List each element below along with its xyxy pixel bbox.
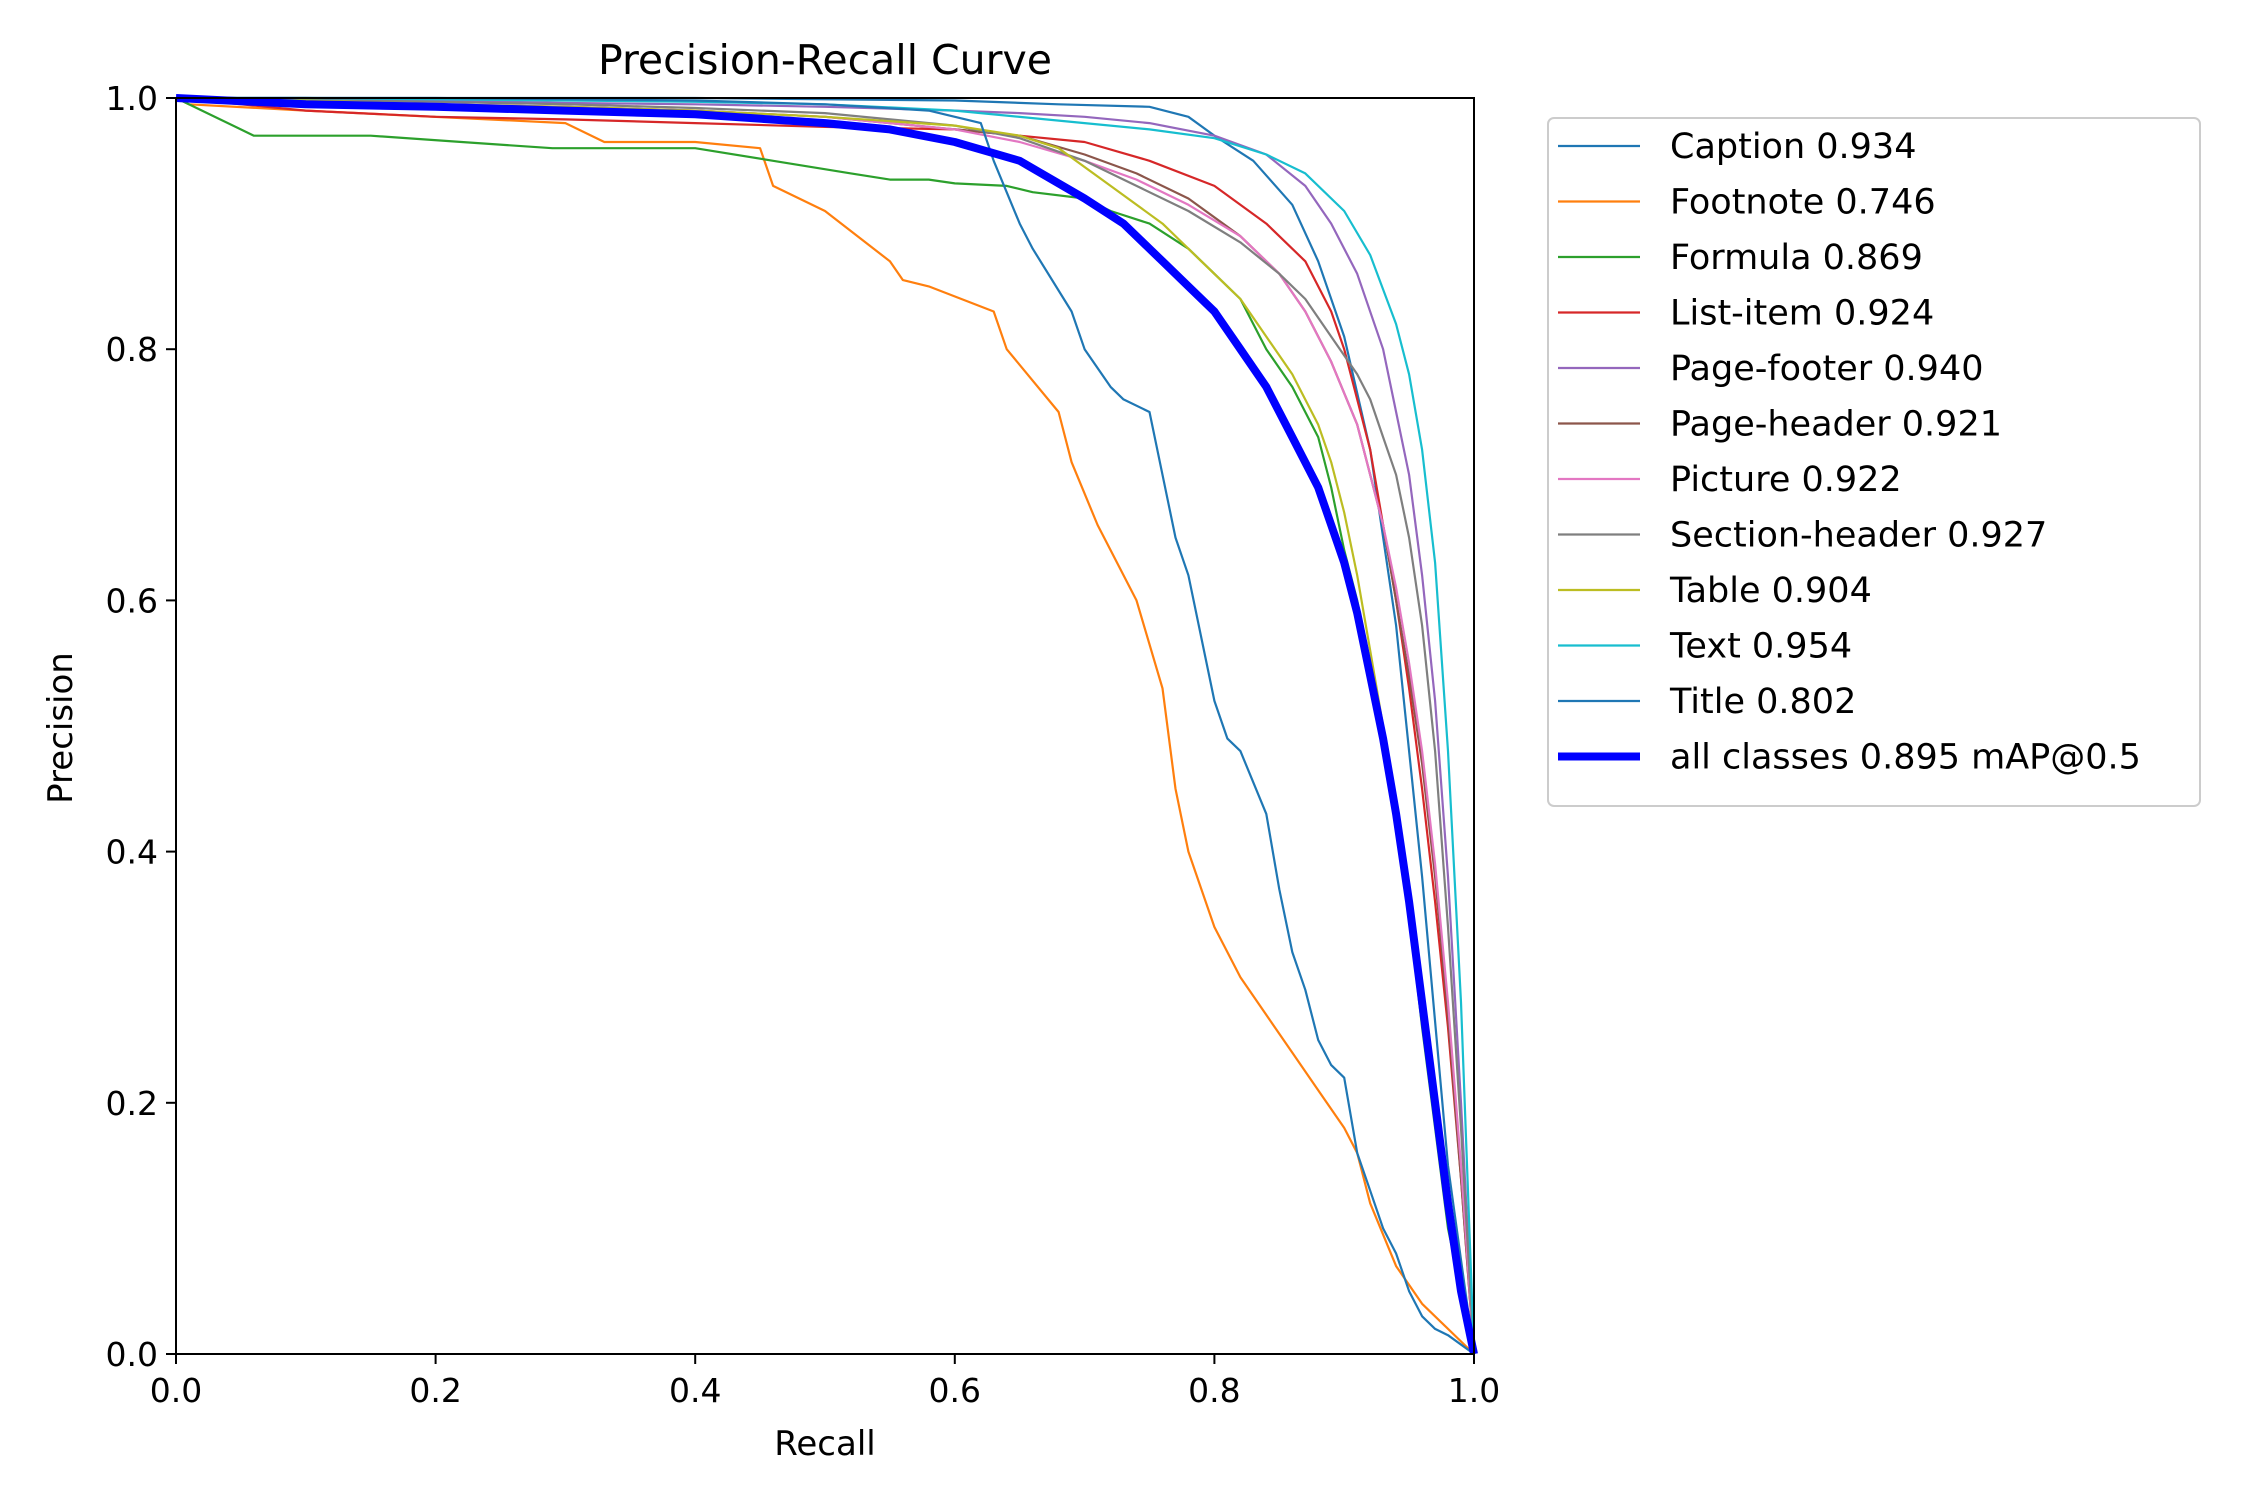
legend-entry-label: Caption 0.934 <box>1670 127 1916 167</box>
y-tick-label: 0.0 <box>106 1335 158 1374</box>
series-line-11 <box>175 94 1478 1355</box>
legend-entry-label: Picture 0.922 <box>1670 460 1902 500</box>
y-tick-label: 1.0 <box>106 79 158 118</box>
legend-entry-label: Table 0.904 <box>1669 571 1872 611</box>
x-tick-label: 0.4 <box>669 1371 721 1410</box>
x-tick-label: 1.0 <box>1448 1371 1500 1410</box>
x-tick-label: 0.0 <box>150 1371 202 1410</box>
series-line-6 <box>175 96 1476 1355</box>
x-tick-label: 0.8 <box>1188 1371 1240 1410</box>
legend-entry-label: all classes 0.895 mAP@0.5 <box>1670 738 2141 778</box>
y-axis-label: Precision <box>41 652 81 804</box>
legend-entry-label: Footnote 0.746 <box>1670 183 1936 223</box>
y-tick-label: 0.4 <box>106 833 158 872</box>
chart-title: Precision-Recall Curve <box>598 36 1052 84</box>
x-tick-label: 0.6 <box>929 1371 981 1410</box>
legend-entry-label: Page-footer 0.940 <box>1670 349 1983 389</box>
series-line-4 <box>176 96 1476 1355</box>
y-tick-label: 0.2 <box>106 1084 158 1123</box>
legend-entry-label: Text 0.954 <box>1669 627 1852 667</box>
legend: Caption 0.934 Footnote 0.746 Formula 0.869… <box>1547 117 2201 807</box>
x-tick-label: 0.2 <box>409 1371 461 1410</box>
series-line-7 <box>175 96 1476 1355</box>
y-tick-label: 0.8 <box>106 330 158 369</box>
legend-entry-label: Formula 0.869 <box>1670 238 1923 278</box>
legend-entry-label: Title 0.802 <box>1669 682 1856 722</box>
axis-ticks: 0.0 0.2 0.4 0.6 0.8 1.0 0.0 0.2 0.4 0.6 0.8 1.0 <box>106 79 1501 1410</box>
legend-entry-label: Page-header 0.921 <box>1670 405 2002 445</box>
series-line-9 <box>176 96 1476 1355</box>
y-tick-label: 0.6 <box>106 581 158 620</box>
series-line-5 <box>175 96 1476 1355</box>
series-line-10 <box>176 96 1475 1355</box>
series-line-1 <box>175 97 1475 1355</box>
x-axis-label: Recall <box>774 1424 875 1464</box>
series-line-3 <box>175 96 1476 1355</box>
series-line-2 <box>175 97 1476 1355</box>
legend-box <box>1547 117 2201 807</box>
legend-entry-label: List-item 0.924 <box>1670 294 1934 334</box>
series-line-0 <box>176 96 1476 1355</box>
legend-entry-label: Section-header 0.927 <box>1670 516 2047 556</box>
series-line-8 <box>175 96 1476 1355</box>
axes-frame <box>175 97 1475 1355</box>
plot-area <box>175 94 1478 1355</box>
